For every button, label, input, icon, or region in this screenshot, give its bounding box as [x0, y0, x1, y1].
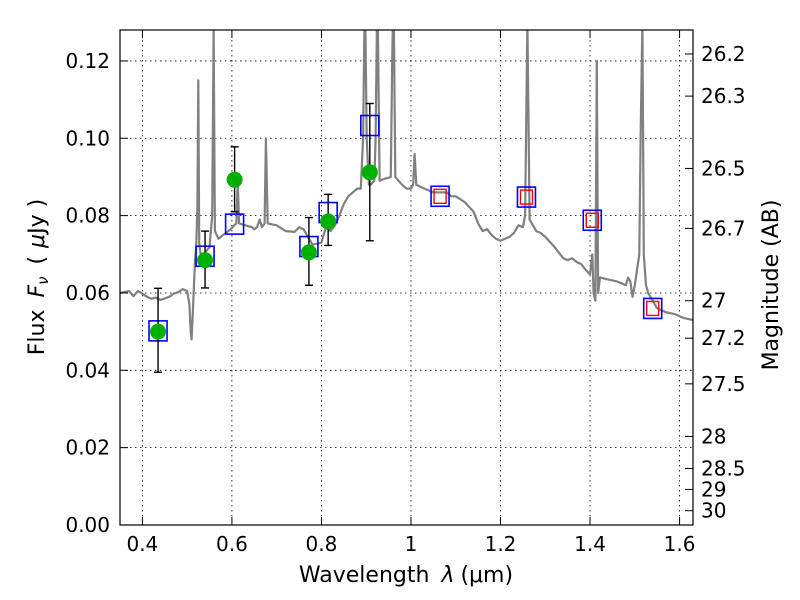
plot-area [120, 30, 693, 373]
y-tick-label: 0.08 [65, 204, 110, 228]
model-photometry-square [582, 209, 603, 232]
y-tick-label: 0.04 [65, 358, 110, 382]
mag-tick-label: 27.2 [701, 326, 746, 350]
mag-tick-label: 30 [701, 499, 726, 523]
x-axis-label: Wavelength λ (μm) [299, 563, 513, 588]
observed-flux-point [300, 244, 317, 261]
x-tick-label: 1.4 [574, 532, 606, 556]
predicted-photometry-square [519, 189, 534, 205]
x-tick-label: 0.8 [306, 532, 338, 556]
observed-flux-point [320, 213, 337, 230]
x-tick-label: 1.6 [664, 532, 696, 556]
y-axis-label: FluxFν(μJy ) [25, 199, 52, 355]
plot-frame [119, 29, 694, 526]
gridlines [120, 30, 693, 526]
predicted-photometry-square [585, 212, 599, 228]
predicted-photometry-square [646, 300, 660, 317]
x-tick-label: 1.2 [485, 532, 517, 556]
mag-tick-label: 27.5 [701, 372, 746, 396]
y-tick-label: 0.00 [65, 513, 110, 537]
mag-tick-label: 28 [701, 424, 726, 448]
spectrum-line [120, 30, 693, 341]
model-photometry-square [430, 185, 450, 208]
observed-flux-point [150, 323, 167, 340]
model-photometry-square [516, 186, 537, 208]
mag-tick-label: 26.7 [701, 216, 746, 240]
y-tick-label: 0.02 [65, 436, 110, 460]
mag-tick-label: 26.5 [701, 156, 746, 180]
observed-flux-point [226, 171, 243, 188]
model-photometry-square [642, 297, 663, 320]
y-tick-label: 0.10 [65, 126, 110, 150]
x-tick-label: 0.4 [126, 532, 158, 556]
y-tick-label: 0.06 [65, 281, 110, 305]
mag-tick-label: 26.2 [701, 42, 746, 66]
predicted-photometry-square [433, 188, 447, 204]
y2-axis-label: Magnitude (AB) [759, 200, 784, 371]
y-tick-label: 0.12 [65, 49, 110, 73]
mag-tick-label: 26.3 [701, 84, 746, 108]
x-tick-label: 0.6 [216, 532, 248, 556]
axes: 0.4 0.6 0.8 1 1.2 1.4 1.6 0.00 0.02 0.04 0.06 0.08 0… [65, 30, 746, 556]
mag-tick-label: 28.5 [701, 457, 746, 481]
model-photometry-square [224, 213, 245, 235]
observed-flux-point [197, 252, 214, 269]
x-tick-label: 1 [405, 532, 418, 556]
mag-tick-label: 29 [701, 477, 726, 501]
mag-tick-label: 27 [701, 289, 726, 313]
observed-flux-point [361, 164, 378, 181]
